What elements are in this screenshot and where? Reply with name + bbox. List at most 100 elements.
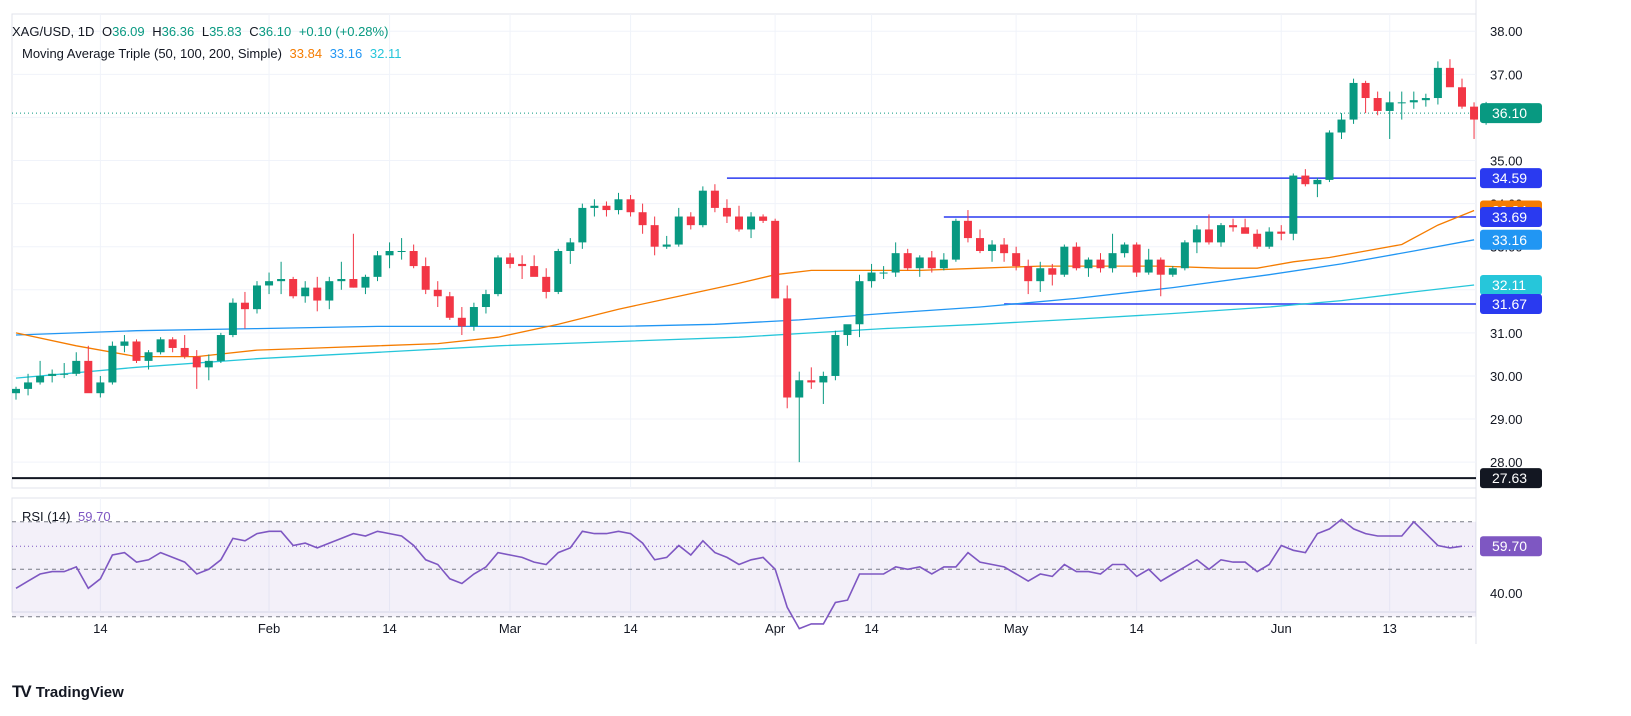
candle-up	[879, 272, 888, 274]
candle-up	[1433, 67, 1442, 99]
price-label-level: 33.69	[1492, 209, 1527, 225]
candle-up	[1120, 244, 1129, 254]
candle-down	[349, 279, 358, 288]
tradingview-logo[interactable]: TV TradingView	[12, 682, 124, 702]
candle-down	[976, 238, 984, 251]
candle-up	[1289, 175, 1298, 234]
candle-down	[240, 302, 249, 310]
ma50-value: 33.84	[289, 46, 323, 61]
grid-lines	[11, 0, 1477, 644]
candle-up	[1217, 225, 1225, 243]
price-label-support: 27.63	[1492, 470, 1527, 486]
x-tick-label: Feb	[258, 621, 280, 636]
candle-up	[578, 207, 587, 243]
candle-up	[662, 244, 671, 247]
open-value: 36.09	[112, 24, 145, 39]
candle-up	[481, 294, 490, 308]
candle-down	[409, 251, 418, 267]
y-tick-label: 35.00	[1490, 154, 1523, 169]
candle-up	[301, 287, 310, 297]
price-label-bg	[1480, 294, 1542, 315]
candle-up	[1337, 119, 1346, 133]
close-label: C	[249, 24, 259, 39]
candle-down	[903, 253, 912, 269]
ohlc-legend: XAG/USD, 1D O36.09 H36.36 L35.83 C36.10 …	[12, 24, 392, 39]
candle-down	[602, 205, 611, 211]
candle-up	[469, 307, 478, 327]
candle-down	[1241, 227, 1250, 234]
candle-down	[1156, 259, 1165, 275]
candle-down	[421, 266, 430, 290]
candle-up	[204, 360, 213, 368]
x-tick-label: 14	[1129, 621, 1143, 636]
candle-up	[385, 251, 394, 256]
candle-down	[1470, 106, 1479, 120]
candle-down	[783, 298, 792, 398]
symbol-label: XAG/USD, 1D	[12, 24, 95, 39]
candle-down	[686, 216, 695, 226]
x-tick-label: Mar	[499, 621, 522, 636]
candle-up	[373, 255, 382, 277]
candle-up	[1180, 242, 1189, 269]
candle-up	[337, 279, 346, 282]
rsi-legend: RSI (14) 59.70	[22, 509, 115, 524]
candle-down	[457, 317, 466, 327]
candle-up	[951, 220, 960, 260]
candle-up	[144, 352, 153, 361]
candle-down	[1204, 229, 1213, 243]
high-label: H	[152, 24, 162, 39]
candle-down	[530, 266, 539, 277]
candle-up	[1084, 259, 1093, 269]
candle-down	[1277, 231, 1286, 234]
low-value: 35.83	[209, 24, 242, 39]
candle-up	[24, 382, 33, 389]
rsi-pane[interactable]	[12, 518, 1476, 630]
price-label-bg	[1480, 275, 1542, 296]
y-tick-label: 29.00	[1490, 412, 1523, 427]
candle-down	[1024, 266, 1033, 282]
candle-up	[216, 335, 225, 361]
price-pane[interactable]	[12, 59, 1491, 480]
price-label-last: 36.10	[1492, 105, 1527, 121]
candle-down	[1096, 259, 1105, 269]
candle-down	[927, 257, 936, 269]
high-value: 36.36	[161, 24, 195, 39]
ma200-value: 32.11	[369, 46, 402, 61]
candle-up	[939, 259, 948, 269]
candle-up	[1313, 179, 1322, 185]
candle-up	[277, 279, 286, 282]
candle-up	[72, 360, 81, 374]
candle-down	[542, 276, 551, 292]
candle-down	[807, 380, 816, 383]
close-value: 36.10	[258, 24, 292, 39]
candle-down	[1000, 244, 1009, 254]
x-tick-label: Apr	[765, 621, 786, 636]
candle-down	[963, 220, 972, 239]
candle-up	[1168, 268, 1177, 275]
y-tick-label: 37.00	[1490, 67, 1523, 82]
candle-up	[120, 341, 129, 346]
price-label-level: 31.67	[1492, 296, 1527, 312]
candle-down	[1373, 98, 1382, 111]
ma100-line	[15, 239, 1475, 336]
rsi-price-label: 59.70	[1492, 538, 1527, 554]
candle-up	[831, 335, 840, 376]
candle-down	[445, 296, 454, 318]
candle-up	[265, 281, 274, 286]
candle-down	[1458, 87, 1466, 107]
candle-up	[1349, 82, 1358, 120]
candle-down	[1301, 175, 1310, 185]
candle-down	[192, 356, 201, 368]
candle-up	[60, 373, 69, 375]
candle-down	[1072, 246, 1081, 269]
y-tick-label: 28.00	[1490, 455, 1523, 470]
candle-up	[1036, 268, 1045, 282]
candle-down	[759, 216, 768, 221]
candle-down	[433, 289, 442, 297]
ma-legend: Moving Average Triple (50, 100, 200, Sim…	[22, 46, 405, 61]
x-tick-label: 14	[864, 621, 878, 636]
candle-down	[289, 279, 298, 297]
candle-up	[747, 216, 756, 230]
candle-down	[1445, 67, 1454, 88]
